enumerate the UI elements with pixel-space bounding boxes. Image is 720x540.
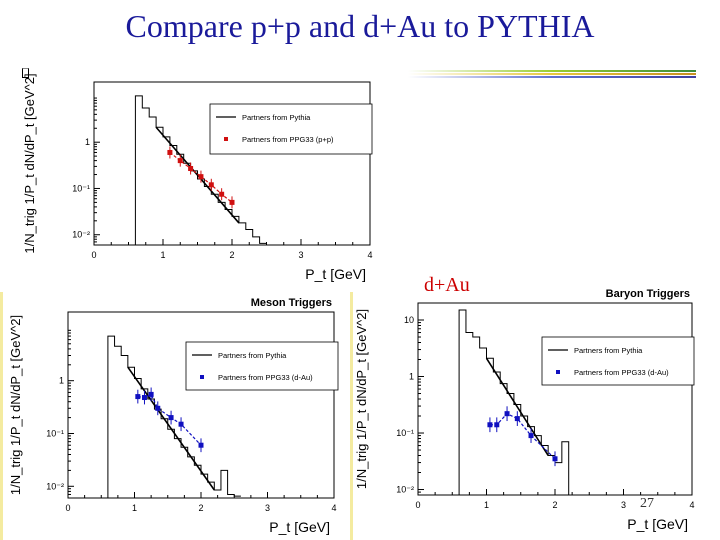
ppg33-data-point bbox=[552, 456, 558, 462]
ppg33-data-point bbox=[155, 405, 161, 411]
y-axis-label: 1/N_trig 1/P_t dN/dP_t [GeV^2] bbox=[354, 309, 369, 489]
x-tick-label: 2 bbox=[198, 503, 203, 513]
legend-ppg33-label: Partners from PPG33 (d-Au) bbox=[218, 373, 313, 382]
page-number: 27 bbox=[640, 496, 654, 511]
x-tick-label: 2 bbox=[552, 500, 557, 510]
y-tick-label: 10⁻² bbox=[396, 485, 414, 495]
x-axis-label: P_t [GeV] bbox=[305, 266, 366, 282]
y-tick-label: 1 bbox=[59, 376, 64, 386]
x-tick-label: 1 bbox=[484, 500, 489, 510]
pythia-fit-line bbox=[485, 357, 549, 456]
y-tick-label: 10⁻² bbox=[46, 481, 64, 491]
legend-ppg33-swatch bbox=[224, 137, 228, 141]
legend-ppg33-swatch bbox=[556, 370, 560, 374]
x-tick-label: 4 bbox=[367, 250, 372, 260]
chart-meson: 0 1 2 3 4 1 10⁻¹ 10⁻² P_t [GeV] 1/N_trig 1/P_t dN… bbox=[8, 297, 339, 535]
legend-box bbox=[185, 341, 339, 391]
x-tick-label: 3 bbox=[298, 250, 303, 260]
x-axis-label: P_t [GeV] bbox=[627, 516, 688, 532]
slide-subtitle: d+Au bbox=[424, 274, 470, 296]
ppg33-data-point bbox=[178, 421, 184, 427]
slide-title: Compare p+p and d+Au to PYTHIA bbox=[125, 8, 595, 44]
ppg33-data-point bbox=[208, 182, 214, 188]
ppg33-data-point bbox=[135, 394, 141, 400]
y-tick-label: 1 bbox=[409, 372, 414, 382]
ppg33-data-point bbox=[528, 433, 534, 439]
x-tick-label: 0 bbox=[91, 250, 96, 260]
y-tick-label: 10⁻¹ bbox=[72, 183, 90, 193]
ppg33-data-point bbox=[229, 199, 235, 205]
corner-mark bbox=[22, 68, 29, 78]
ppg33-data-point bbox=[148, 391, 154, 397]
ppg33-data-point bbox=[167, 149, 173, 155]
ppg33-data-point bbox=[198, 174, 204, 180]
x-tick-label: 1 bbox=[160, 250, 165, 260]
legend-pythia-label: Partners from Pythia bbox=[574, 346, 643, 355]
decor-line-green bbox=[408, 70, 696, 72]
x-tick-label: 3 bbox=[621, 500, 626, 510]
ppg33-data-point bbox=[188, 166, 194, 172]
legend-ppg33-swatch bbox=[200, 375, 204, 379]
ppg33-data-point bbox=[141, 395, 147, 401]
legend-box bbox=[209, 103, 373, 155]
decor-line-gold bbox=[408, 73, 696, 75]
slide-edge-middle bbox=[350, 292, 353, 540]
legend-ppg33-label: Partners from PPG33 (p+p) bbox=[242, 135, 334, 144]
ppg33-data-point bbox=[504, 411, 510, 417]
legend-ppg33-label: Partners from PPG33 (d-Au) bbox=[574, 368, 669, 377]
ppg33-data-point bbox=[494, 422, 500, 428]
x-tick-label: 4 bbox=[689, 500, 694, 510]
legend-pythia-label: Partners from Pythia bbox=[218, 351, 287, 360]
ppg33-data-point bbox=[177, 158, 183, 164]
y-tick-label: 10⁻¹ bbox=[46, 428, 64, 438]
chart-baryon: 0 1 2 3 4 10 1 10⁻¹ 10⁻² P_t [GeV] 1/N_trig 1/P_t … bbox=[354, 288, 695, 532]
legend-box bbox=[541, 336, 695, 386]
ppg33-data-point bbox=[198, 442, 204, 448]
ppg33-data-point bbox=[487, 422, 493, 428]
pythia-fit-line bbox=[127, 366, 215, 491]
ppg33-data-point bbox=[168, 415, 174, 421]
x-tick-label: 0 bbox=[65, 503, 70, 513]
slide-edge-left bbox=[0, 292, 3, 540]
x-tick-label: 2 bbox=[229, 250, 234, 260]
chart-title: Baryon Triggers bbox=[606, 288, 690, 300]
chart-title: Meson Triggers bbox=[251, 297, 332, 309]
y-tick-label: 10⁻¹ bbox=[396, 428, 414, 438]
y-tick-label: 1 bbox=[85, 137, 90, 147]
x-tick-label: 3 bbox=[265, 503, 270, 513]
ppg33-data-point bbox=[219, 191, 225, 197]
y-axis-label: 1/N_trig 1/P_t dN/dP_t [GeV^2] bbox=[22, 73, 37, 253]
y-tick-label: 10⁻² bbox=[72, 230, 90, 240]
y-axis-label: 1/N_trig 1/P_t dN/dP_t [GeV^2] bbox=[8, 315, 23, 495]
decor-line-blue bbox=[408, 76, 696, 78]
pythia-fit-line bbox=[155, 126, 240, 224]
x-tick-label: 0 bbox=[415, 500, 420, 510]
chart-pp: 0 1 2 3 4 1 10⁻¹ 10⁻² P_t [GeV] 1/N_trig 1/P_t dN… bbox=[22, 73, 373, 282]
legend-pythia-label: Partners from Pythia bbox=[242, 113, 311, 122]
x-axis-label: P_t [GeV] bbox=[269, 519, 330, 535]
x-tick-label: 4 bbox=[331, 503, 336, 513]
ppg33-data-point bbox=[514, 416, 520, 422]
y-tick-label: 10 bbox=[404, 315, 414, 325]
x-tick-label: 1 bbox=[132, 503, 137, 513]
